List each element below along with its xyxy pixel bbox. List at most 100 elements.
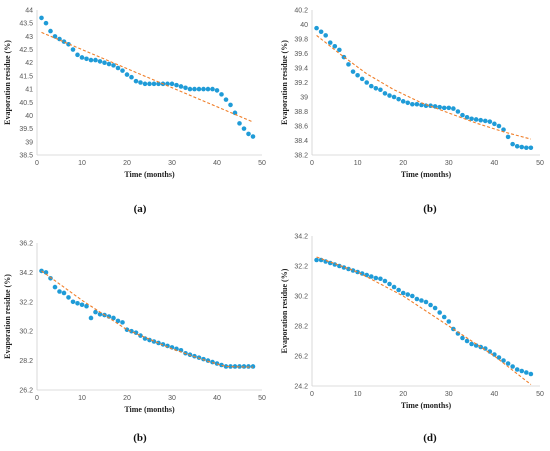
data-point <box>400 99 406 104</box>
y-tick-label: 42.5 <box>19 47 33 54</box>
data-point <box>441 105 447 111</box>
panel-label: (a) <box>134 203 147 215</box>
data-point <box>460 112 465 118</box>
y-tick-label: 39 <box>300 95 308 102</box>
panel-label: (b) <box>133 432 147 444</box>
y-tick-label: 30.2 <box>19 329 33 336</box>
data-point <box>84 303 89 309</box>
y-tick-label: 39.4 <box>294 66 308 73</box>
data-point <box>496 355 502 360</box>
x-tick-label: 10 <box>354 160 362 167</box>
data-point <box>210 86 215 92</box>
x-axis-title: Time (months) <box>401 401 452 410</box>
data-point <box>241 126 247 131</box>
x-tick-label: 30 <box>168 395 176 402</box>
data-point <box>196 86 202 92</box>
y-axis-title: Evaporation residue (%) <box>280 268 289 353</box>
data-point <box>97 59 103 64</box>
data-point <box>391 284 397 290</box>
data-point <box>492 352 497 357</box>
data-point <box>165 343 170 349</box>
data-point <box>75 300 80 306</box>
data-point <box>464 115 470 120</box>
y-tick-label: 44 <box>25 8 33 15</box>
x-tick-label: 10 <box>78 395 86 402</box>
y-tick-label: 40 <box>25 113 33 120</box>
data-point <box>487 119 493 124</box>
x-axis-title: Time (months) <box>124 405 175 414</box>
data-point <box>359 76 365 82</box>
data-point <box>43 20 49 26</box>
data-point <box>414 101 420 107</box>
y-tick-label: 39.2 <box>294 80 308 87</box>
y-tick-label: 39.8 <box>294 37 308 44</box>
data-point <box>368 274 374 279</box>
data-point <box>332 262 338 267</box>
y-tick-label: 41.5 <box>19 73 33 80</box>
data-point <box>111 63 116 68</box>
y-tick-label: 38.6 <box>294 124 308 131</box>
data-point <box>205 86 211 92</box>
data-point <box>174 82 179 88</box>
chart-panel-1: 38.5 39 39.5 40 40.5 41 41.5 42 42.5 43 43.5 44 0 10 2… <box>3 8 266 216</box>
data-point <box>405 292 411 297</box>
x-tick-label: 40 <box>213 395 221 402</box>
data-point <box>482 118 488 124</box>
data-point <box>219 92 224 97</box>
data-point <box>228 364 233 369</box>
data-point <box>364 272 370 278</box>
data-point <box>93 57 98 63</box>
y-tick-label: 28.2 <box>19 358 33 365</box>
data-point <box>327 40 333 45</box>
data-point <box>192 86 197 92</box>
data-point <box>478 117 484 123</box>
data-point <box>473 343 479 348</box>
data-point <box>79 302 85 308</box>
data-point <box>364 80 370 85</box>
y-tick-label: 40.2 <box>294 8 308 15</box>
data-point <box>66 295 71 300</box>
x-tick-label: 50 <box>536 160 544 167</box>
data-point <box>169 81 175 87</box>
data-point <box>451 106 456 111</box>
data-point <box>423 103 429 108</box>
data-point <box>151 81 157 87</box>
x-tick-label: 0 <box>310 391 314 398</box>
data-point <box>314 25 319 31</box>
data-point <box>432 305 438 311</box>
data-point <box>464 338 470 344</box>
data-point <box>419 298 424 303</box>
data-point <box>382 278 388 284</box>
data-point <box>178 84 184 89</box>
data-point <box>455 109 461 114</box>
data-point <box>70 299 76 305</box>
data-point <box>510 364 515 369</box>
data-point <box>432 104 438 109</box>
y-tick-label: 24.2 <box>294 384 308 391</box>
x-tick-label: 30 <box>168 160 176 167</box>
y-tick-label: 32.2 <box>19 299 33 306</box>
x-tick-label: 0 <box>310 160 314 167</box>
data-point <box>75 52 80 58</box>
data-point <box>510 141 515 147</box>
data-point <box>400 290 406 296</box>
data-point <box>505 361 511 366</box>
y-tick-label: 30.2 <box>294 294 308 301</box>
x-tick-label: 10 <box>354 391 362 398</box>
x-tick-label: 40 <box>491 160 499 167</box>
y-axis-title: Evaporation residue (%) <box>3 274 12 359</box>
y-tick-label: 43 <box>25 34 33 41</box>
data-point <box>396 96 401 102</box>
data-point <box>43 270 49 275</box>
data-point <box>437 104 442 110</box>
data-point <box>250 364 256 369</box>
data-point <box>437 310 442 315</box>
data-point <box>124 72 130 77</box>
data-point <box>120 68 125 73</box>
data-point <box>147 81 152 87</box>
y-tick-label: 40.5 <box>19 100 33 107</box>
data-point <box>337 47 342 53</box>
trend-line <box>41 31 254 123</box>
data-point <box>519 368 525 374</box>
